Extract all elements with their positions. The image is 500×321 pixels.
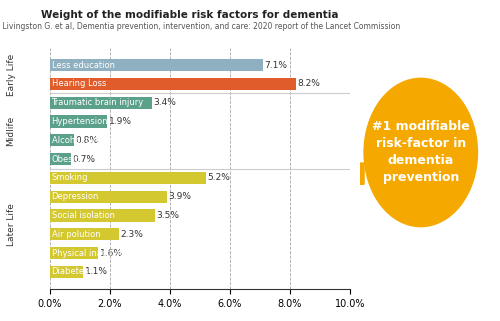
Text: Social isolation: Social isolation (52, 211, 114, 220)
Text: Diabetes: Diabetes (52, 267, 89, 276)
Bar (50, 59, 263, 71)
Text: Physical inactivity: Physical inactivity (52, 248, 127, 257)
Bar (50, 228, 119, 240)
Text: #1 modifiable
risk-factor in
dementia
prevention: #1 modifiable risk-factor in dementia pr… (372, 120, 470, 185)
Text: 0.8%: 0.8% (76, 136, 98, 145)
Text: Traumatic brain injury: Traumatic brain injury (52, 98, 144, 107)
FancyArrow shape (334, 158, 364, 189)
Text: Hearing Loss: Hearing Loss (52, 80, 106, 89)
Text: Less education: Less education (52, 61, 114, 70)
Text: Depression: Depression (52, 192, 99, 201)
Text: 1.9%: 1.9% (108, 117, 132, 126)
Text: Data: Livingston G. et al, Dementia prevention, intervention, and care: 2020 rep: Data: Livingston G. et al, Dementia prev… (0, 22, 400, 31)
Text: 5.2%: 5.2% (208, 173, 231, 182)
Text: Alcohol overconsumption: Alcohol overconsumption (52, 136, 158, 145)
Bar (50, 266, 83, 278)
Text: Later Life: Later Life (6, 204, 16, 246)
Bar (50, 116, 107, 128)
Bar (50, 191, 167, 203)
Text: Midlife: Midlife (6, 116, 16, 146)
Text: 0.7%: 0.7% (72, 155, 96, 164)
Bar (50, 97, 152, 109)
Bar (50, 247, 98, 259)
Text: Weight of the modifiable risk factors for dementia: Weight of the modifiable risk factors fo… (41, 10, 339, 20)
Bar (50, 153, 71, 165)
Circle shape (364, 78, 478, 227)
Bar (50, 172, 206, 184)
Text: Smoking: Smoking (52, 173, 88, 182)
Text: 2.3%: 2.3% (120, 230, 144, 239)
Bar (50, 78, 296, 90)
Text: 8.2%: 8.2% (298, 80, 320, 89)
Text: Air polution: Air polution (52, 230, 100, 239)
Text: 7.1%: 7.1% (264, 61, 287, 70)
Bar (50, 209, 155, 221)
Text: 3.4%: 3.4% (154, 98, 176, 107)
Text: 1.1%: 1.1% (84, 267, 108, 276)
Text: 3.5%: 3.5% (156, 211, 180, 220)
Bar (50, 134, 74, 146)
Text: Obesity: Obesity (52, 155, 84, 164)
Text: Early Life: Early Life (6, 54, 16, 96)
Text: 1.6%: 1.6% (100, 248, 122, 257)
Text: 3.9%: 3.9% (168, 192, 192, 201)
Text: Hypertension: Hypertension (52, 117, 108, 126)
